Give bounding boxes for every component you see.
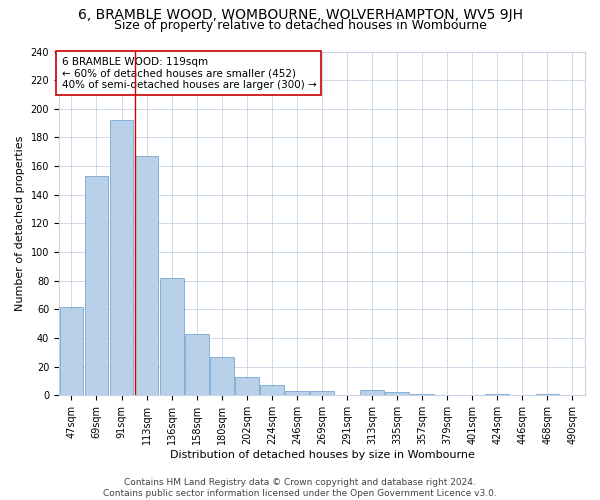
Bar (310, 391, 334, 396)
Bar (85, 176, 109, 396)
Text: 6 BRAMBLE WOOD: 119sqm
← 60% of detached houses are smaller (452)
40% of semi-de: 6 BRAMBLE WOOD: 119sqm ← 60% of detached… (62, 56, 316, 90)
Bar (59, 306, 83, 396)
Bar (134, 156, 158, 396)
Bar (360, 390, 384, 396)
Bar (185, 334, 209, 396)
Bar (485, 394, 509, 396)
Bar (160, 278, 184, 396)
Bar (260, 386, 284, 396)
Bar (210, 356, 233, 396)
Text: Size of property relative to detached houses in Wombourne: Size of property relative to detached ho… (113, 19, 487, 32)
Y-axis label: Number of detached properties: Number of detached properties (15, 136, 25, 311)
Bar (536, 394, 559, 396)
Bar (385, 392, 409, 396)
X-axis label: Distribution of detached houses by size in Wombourne: Distribution of detached houses by size … (170, 450, 475, 460)
Bar (235, 376, 259, 396)
Bar (110, 120, 133, 396)
Text: Contains HM Land Registry data © Crown copyright and database right 2024.
Contai: Contains HM Land Registry data © Crown c… (103, 478, 497, 498)
Bar (285, 391, 309, 396)
Text: 6, BRAMBLE WOOD, WOMBOURNE, WOLVERHAMPTON, WV5 9JH: 6, BRAMBLE WOOD, WOMBOURNE, WOLVERHAMPTO… (77, 8, 523, 22)
Bar (410, 394, 434, 396)
